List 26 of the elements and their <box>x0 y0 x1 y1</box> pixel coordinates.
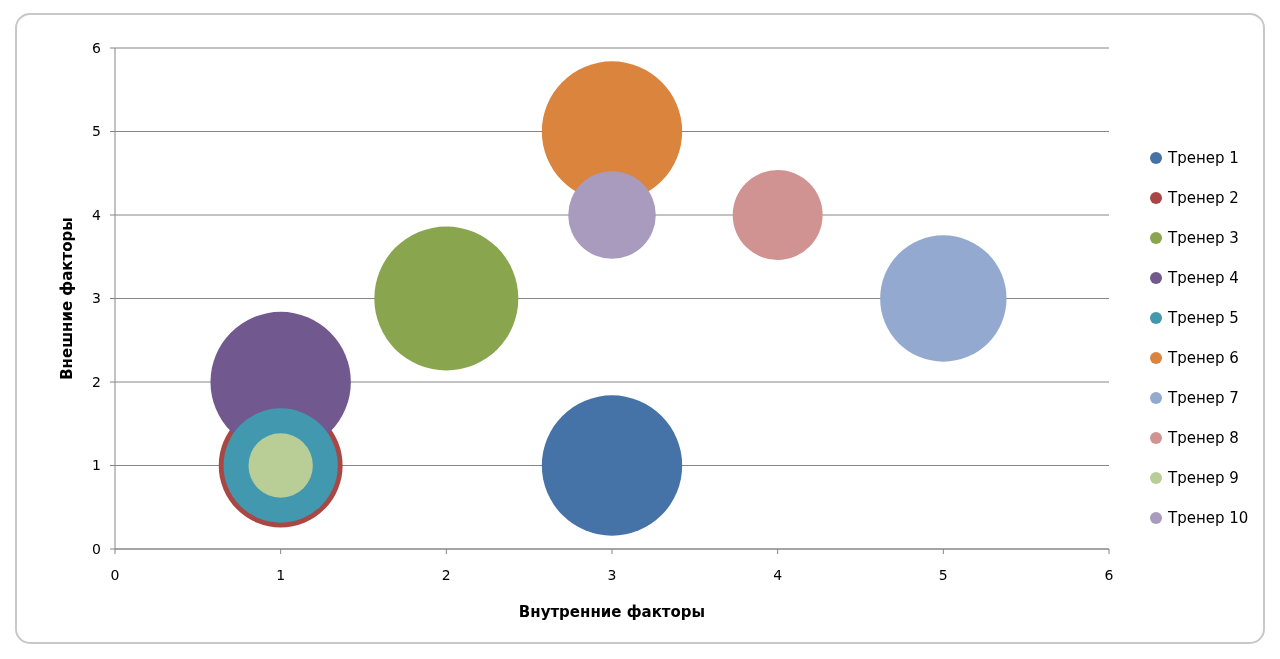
x-tick-label: 0 <box>110 567 120 583</box>
x-tick-label: 4 <box>773 567 783 583</box>
x-axis-title: Внутренние факторы <box>518 603 706 621</box>
y-tick-label: 4 <box>92 206 102 223</box>
legend-label: Тренер 9 <box>1167 469 1239 488</box>
y-tick-label: 6 <box>92 39 102 56</box>
legend-label: Тренер 3 <box>1167 229 1239 248</box>
x-tick-label: 3 <box>607 567 617 583</box>
y-tick-label: 3 <box>92 290 101 307</box>
y-axis-title: Внешние факторы <box>58 217 76 380</box>
legend-label: Тренер 2 <box>1167 189 1239 208</box>
y-tick-label: 2 <box>92 373 101 390</box>
y-tick-label: 1 <box>92 457 101 474</box>
x-tick-label: 5 <box>938 567 948 583</box>
y-tick-label: 0 <box>92 540 101 557</box>
x-tick-label: 1 <box>276 567 286 583</box>
y-tick-label: 5 <box>92 123 101 140</box>
legend-label: Тренер 1 <box>1167 149 1239 168</box>
legend-label: Тренер 8 <box>1167 429 1239 448</box>
legend-label: Тренер 10 <box>1167 509 1249 528</box>
legend-label: Тренер 7 <box>1167 389 1239 408</box>
x-tick-label: 6 <box>1104 567 1114 583</box>
legend-label: Тренер 4 <box>1167 269 1239 288</box>
legend-label: Тренер 5 <box>1167 309 1239 328</box>
x-tick-label: 2 <box>441 567 451 583</box>
legend-label: Тренер 6 <box>1167 349 1239 368</box>
